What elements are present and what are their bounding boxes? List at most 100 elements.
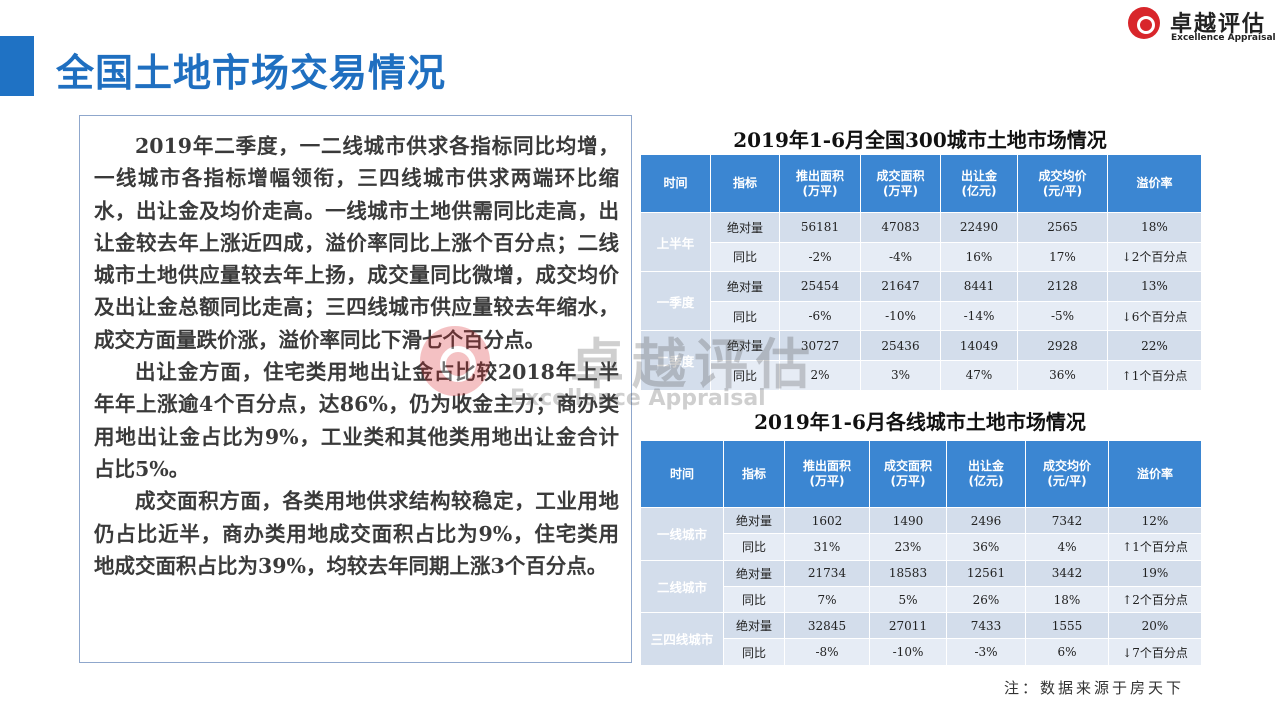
page-title: 全国土地市场交易情况	[56, 51, 447, 95]
logo-text-cn: 卓越评估	[1170, 12, 1267, 37]
national-300-cities-table: 时间 指标 推出面积 (万平) 成交面积 (万平) 出让金 (亿元) 成交均价 (元/平) 溢价率 …	[640, 154, 1202, 391]
table-row: 二季度 绝对量 30727 25436 14049 2928 22%	[640, 330, 1202, 391]
table-cell: -10%	[860, 300, 941, 332]
column-header: 指标	[723, 440, 785, 508]
metric-label: 绝对量	[723, 612, 785, 640]
table-cell: 36%	[1017, 359, 1108, 391]
table-cell: -3%	[946, 638, 1026, 666]
row-group-label: 二季度	[640, 330, 711, 391]
table-cell: 21647	[860, 271, 941, 302]
table-cell: 2%	[779, 359, 861, 391]
table-cell: 22490	[940, 212, 1018, 243]
column-header: 成交面积 (万平)	[869, 440, 947, 508]
table-row: 二线城市 绝对量 21734 18583 12561 3442 19%	[640, 559, 1202, 614]
table-cell: ↓7个百分点	[1108, 638, 1202, 666]
metric-label: 绝对量	[710, 271, 780, 302]
table-cell: 7%	[784, 585, 870, 614]
table-cell: 3%	[860, 359, 941, 391]
metric-label: 同比	[723, 533, 785, 561]
metric-label: 绝对量	[710, 212, 780, 243]
metric-label: 同比	[723, 585, 785, 614]
column-header: 推出面积 (万平)	[779, 154, 861, 213]
source-note: 注：数据来源于房天下	[1004, 679, 1185, 697]
table-cell: ↑1个百分点	[1108, 533, 1202, 561]
brand-logo: 卓越评估 Excellence Appraisal	[1128, 4, 1278, 46]
table-cell: 47%	[940, 359, 1018, 391]
table-cell: 21734	[784, 559, 870, 587]
table-cell: 2128	[1017, 271, 1108, 302]
table-cell: ↑2个百分点	[1108, 585, 1202, 614]
table-cell: 12561	[946, 559, 1026, 587]
table-cell: 2928	[1017, 330, 1108, 361]
table-cell: 47083	[860, 212, 941, 243]
table-cell: 23%	[869, 533, 947, 561]
table-row: 一季度 绝对量 25454 21647 8441 2128 13%	[640, 271, 1202, 332]
row-group-label: 上半年	[640, 211, 711, 273]
table-cell: 56181	[779, 212, 861, 243]
table-cell: 20%	[1108, 612, 1202, 640]
metric-label: 同比	[710, 300, 780, 332]
column-header: 时间	[640, 440, 724, 508]
metric-label: 绝对量	[710, 330, 780, 361]
table-cell: 3442	[1025, 559, 1109, 587]
table-cell: 13%	[1107, 271, 1202, 302]
paragraph-land-revenue: 出让金方面，住宅类用地出让金占比较2018年上半年年上涨逾4个百分点，达86%，…	[94, 360, 619, 481]
column-header: 成交面积 (万平)	[860, 154, 941, 213]
table-cell: 14049	[940, 330, 1018, 361]
table-row: 同比 7% 5% 26% 18% ↑2个百分点	[641, 585, 1202, 614]
column-header: 时间	[640, 154, 711, 213]
table-cell: 32845	[784, 612, 870, 640]
table-cell: -5%	[1017, 300, 1108, 332]
table-cell: 25436	[860, 330, 941, 361]
table-cell: 31%	[784, 533, 870, 561]
table-row: 一线城市 绝对量 1602 1490 2496 7342 12%	[640, 506, 1202, 561]
table-row: 同比 -8% -10% -3% 6% ↓7个百分点	[641, 638, 1202, 666]
table-cell: 1602	[784, 506, 870, 535]
metric-label: 绝对量	[723, 559, 785, 587]
table-header-row: 时间 指标 推出面积 (万平) 成交面积 (万平) 出让金 (亿元) 成交均价 (元/平) 溢价率	[640, 154, 1202, 213]
table-cell: 18%	[1025, 585, 1109, 614]
column-header: 推出面积 (万平)	[784, 440, 870, 508]
table-cell: 18583	[869, 559, 947, 587]
metric-label: 同比	[710, 359, 780, 391]
table-header-row: 时间 指标 推出面积 (万平) 成交面积 (万平) 出让金 (亿元) 成交均价 (元/平) 溢价率	[640, 440, 1202, 508]
column-header: 成交均价 (元/平)	[1017, 154, 1108, 213]
table-cell: 7433	[946, 612, 1026, 640]
column-header: 溢价率	[1108, 440, 1202, 508]
table-cell: 19%	[1108, 559, 1202, 587]
row-group-label: 二线城市	[640, 559, 724, 614]
table-row: 同比 -6% -10% -14% -5% ↓6个百分点	[641, 300, 1202, 332]
table-cell: 26%	[946, 585, 1026, 614]
paragraph-q2-overview: 2019年二季度，一二线城市供求各指标同比均增，一线城市各指标增幅领衔，三四线城…	[94, 134, 619, 352]
row-group-label: 一线城市	[640, 507, 724, 561]
table-cell: -4%	[860, 241, 941, 273]
table-cell: 8441	[940, 271, 1018, 302]
table-cell: ↓2个百分点	[1107, 241, 1202, 273]
table-cell: 16%	[940, 241, 1018, 273]
row-group-label: 一季度	[640, 271, 711, 332]
table-cell: ↑1个百分点	[1107, 359, 1202, 391]
table-cell: 7342	[1025, 506, 1109, 535]
column-header: 指标	[710, 154, 780, 213]
summary-text-box: 2019年二季度，一二线城市供求各指标同比均增，一线城市各指标增幅领衔，三四线城…	[79, 115, 632, 663]
table-cell: -14%	[940, 300, 1018, 332]
table-cell: 22%	[1107, 330, 1202, 361]
column-header: 溢价率	[1107, 154, 1202, 213]
table-cell: 2565	[1017, 212, 1108, 243]
table-cell: 6%	[1025, 638, 1109, 666]
logo-icon	[1128, 7, 1160, 39]
table-cell: 17%	[1017, 241, 1108, 273]
metric-label: 绝对量	[723, 506, 785, 535]
table-cell: 1490	[869, 506, 947, 535]
row-group-label: 三四线城市	[640, 612, 724, 666]
table-cell: -8%	[784, 638, 870, 666]
table-cell: 36%	[946, 533, 1026, 561]
title-accent-bar	[0, 36, 34, 96]
table-row: 上半年 绝对量 56181 47083 22490 2565 18%	[640, 211, 1202, 273]
column-header: 出让金 (亿元)	[940, 154, 1018, 213]
table-cell: ↓6个百分点	[1107, 300, 1202, 332]
paragraph-transaction-area: 成交面积方面，各类用地供求结构较稳定，工业用地仍占比近半，商办类用地成交面积占比…	[94, 489, 619, 578]
table-row: 同比 2% 3% 47% 36% ↑1个百分点	[641, 359, 1202, 391]
column-header: 出让金 (亿元)	[946, 440, 1026, 508]
logo-text-en: Excellence Appraisal	[1171, 33, 1276, 43]
